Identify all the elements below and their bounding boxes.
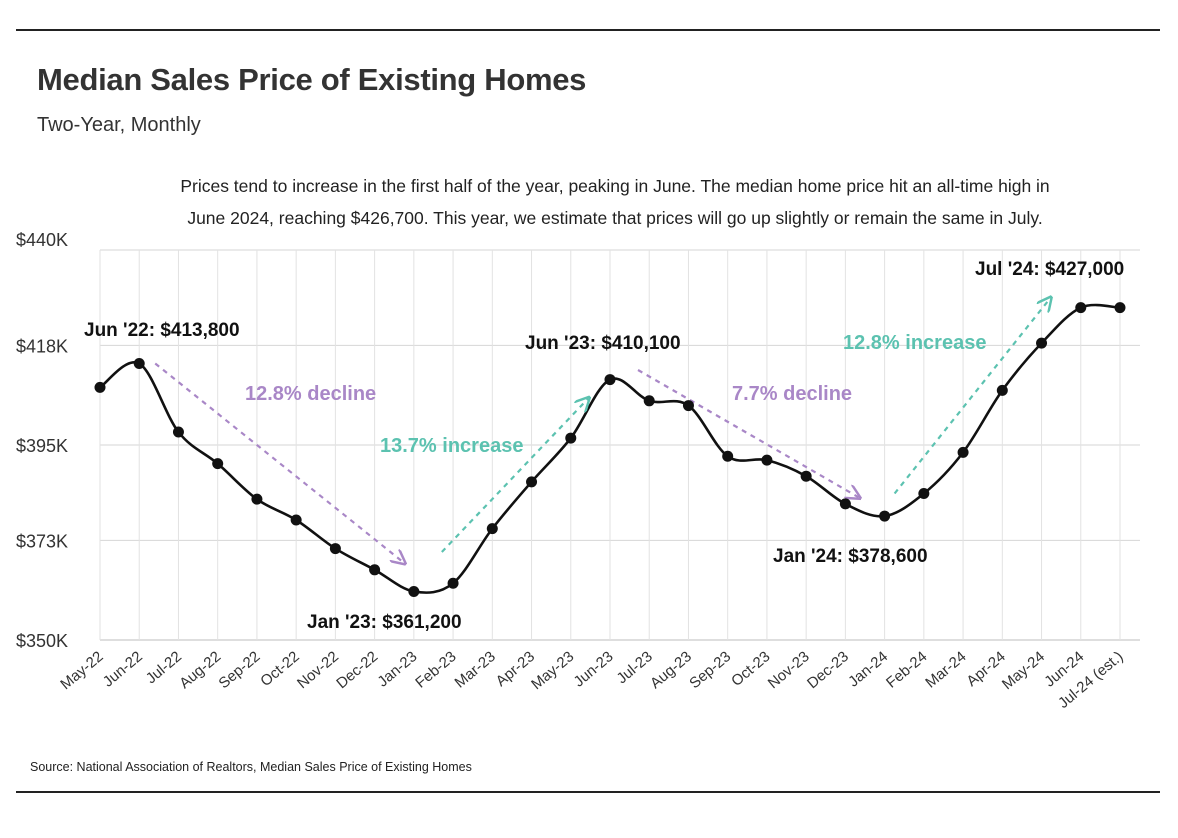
bottom-rule bbox=[16, 791, 1160, 793]
data-callout-label: Jul '24: $427,000 bbox=[975, 259, 1124, 280]
data-callout-label: Jan '24: $378,600 bbox=[773, 546, 928, 567]
data-point bbox=[329, 543, 341, 555]
x-tick-label: May-23 bbox=[528, 648, 577, 693]
data-point bbox=[486, 523, 498, 535]
y-tick-label: $373K bbox=[16, 531, 68, 551]
data-point bbox=[1036, 337, 1048, 349]
x-tick-label: Dec-22 bbox=[333, 648, 381, 692]
data-point bbox=[682, 400, 694, 412]
top-rule bbox=[16, 29, 1160, 31]
x-tick-label: Jun-23 bbox=[571, 648, 617, 691]
data-point bbox=[722, 450, 734, 462]
x-tick-label: Oct-23 bbox=[728, 648, 773, 690]
data-point bbox=[1075, 302, 1087, 314]
data-point bbox=[133, 358, 145, 370]
x-tick-label: Nov-22 bbox=[294, 648, 342, 692]
annotation-arrow bbox=[637, 369, 859, 497]
data-point bbox=[290, 514, 302, 526]
data-point bbox=[839, 498, 851, 510]
data-point bbox=[918, 488, 930, 500]
chart-description: Prices tend to increase in the first hal… bbox=[130, 170, 1100, 234]
annotation-label: 12.8% decline bbox=[245, 383, 376, 405]
x-tick-label: Mar-23 bbox=[452, 648, 499, 692]
data-point bbox=[408, 585, 420, 597]
chart-title: Median Sales Price of Existing Homes bbox=[37, 62, 587, 97]
x-tick-label: Jan-23 bbox=[374, 648, 420, 691]
x-tick-label: Sep-22 bbox=[216, 648, 264, 692]
data-point bbox=[447, 577, 459, 589]
x-tick-label: May-22 bbox=[57, 648, 106, 693]
x-tick-label: Oct-22 bbox=[257, 648, 302, 690]
data-point bbox=[526, 476, 538, 488]
y-tick-label: $418K bbox=[16, 336, 68, 356]
x-tick-label: Dec-23 bbox=[804, 648, 852, 692]
data-point bbox=[604, 374, 616, 386]
data-callout-label: Jun '23: $410,100 bbox=[525, 333, 681, 354]
y-tick-label: $395K bbox=[16, 436, 68, 456]
annotation-label: 7.7% decline bbox=[732, 383, 852, 405]
x-tick-label: Mar-24 bbox=[922, 648, 969, 692]
x-tick-label: Feb-23 bbox=[412, 648, 459, 692]
x-tick-label: Sep-23 bbox=[686, 648, 734, 692]
data-point bbox=[1114, 302, 1126, 314]
chart-subtitle: Two-Year, Monthly bbox=[37, 114, 201, 136]
annotation-arrow bbox=[893, 299, 1050, 495]
x-tick-label: Nov-23 bbox=[765, 648, 813, 692]
data-point bbox=[369, 564, 381, 576]
source-note: Source: National Association of Realtors… bbox=[30, 760, 472, 774]
y-tick-label: $440K bbox=[16, 230, 68, 250]
x-tick-label: Feb-24 bbox=[883, 648, 930, 692]
data-point bbox=[212, 458, 224, 470]
annotation-arrow bbox=[154, 362, 404, 563]
x-tick-label: May-24 bbox=[999, 648, 1048, 693]
data-point bbox=[251, 493, 263, 505]
x-tick-label: Jan-24 bbox=[845, 648, 891, 691]
data-point bbox=[996, 384, 1008, 396]
annotation-label: 12.8% increase bbox=[843, 332, 986, 354]
data-point bbox=[172, 426, 184, 438]
data-point bbox=[761, 454, 773, 466]
description-line-1: Prices tend to increase in the first hal… bbox=[180, 176, 1050, 196]
data-point bbox=[565, 432, 577, 444]
data-callout-label: Jan '23: $361,200 bbox=[307, 612, 462, 633]
x-tick-label: Jun-22 bbox=[100, 648, 146, 691]
data-point bbox=[94, 381, 106, 393]
x-tick-label: Aug-22 bbox=[176, 648, 224, 692]
description-line-2: June 2024, reaching $426,700. This year,… bbox=[187, 208, 1043, 228]
y-tick-label: $350K bbox=[16, 631, 68, 651]
data-point bbox=[643, 395, 655, 407]
x-tick-label: Aug-23 bbox=[647, 648, 695, 692]
annotation-label: 13.7% increase bbox=[380, 435, 523, 457]
data-callout-label: Jun '22: $413,800 bbox=[84, 320, 240, 341]
annotation-arrow bbox=[441, 399, 588, 553]
data-point bbox=[879, 510, 891, 522]
data-point bbox=[957, 446, 969, 458]
data-point bbox=[800, 470, 812, 482]
